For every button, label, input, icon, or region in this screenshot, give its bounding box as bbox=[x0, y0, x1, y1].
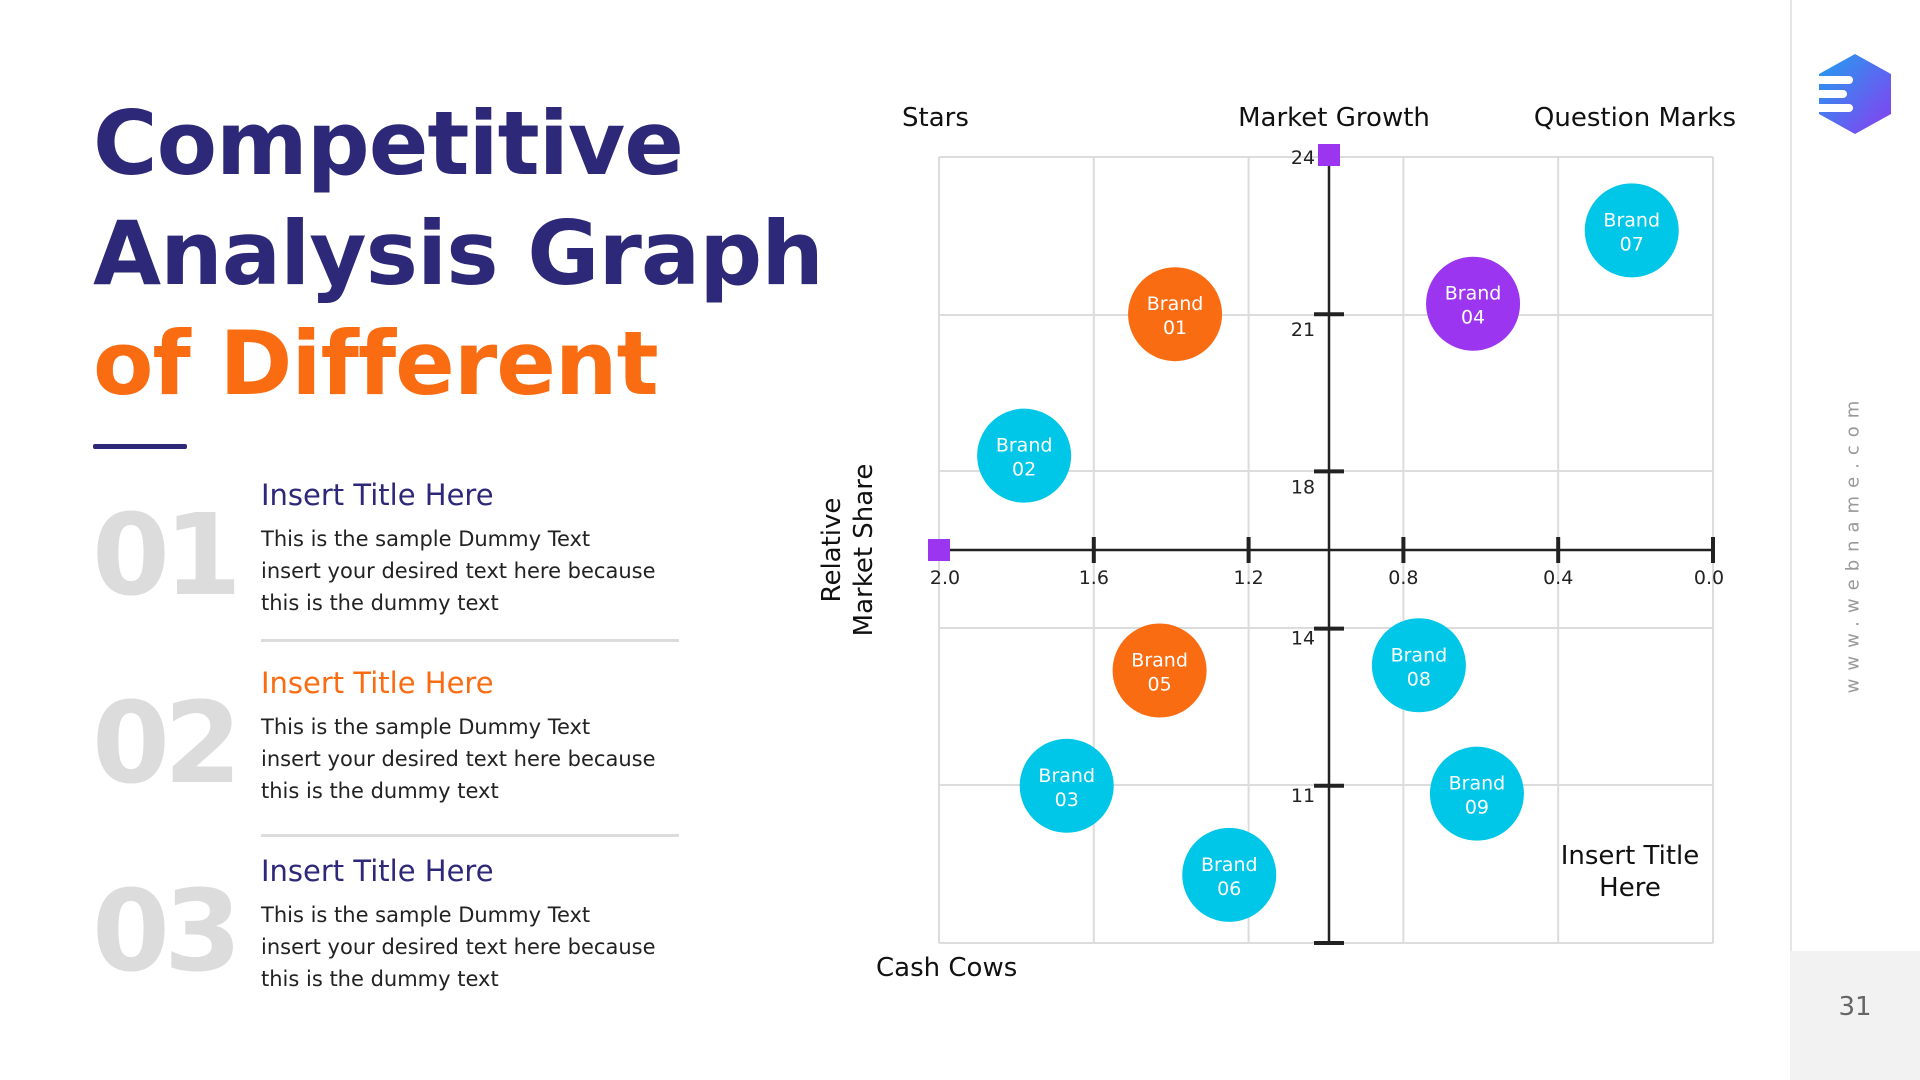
bubble-label: Brand bbox=[1201, 854, 1258, 876]
body-line: This is the sample Dummy Text bbox=[261, 715, 591, 739]
y-tick-label: 18 bbox=[1291, 476, 1315, 498]
item-body: This is the sample Dummy Text insert you… bbox=[261, 711, 701, 807]
bubble-brand-08 bbox=[1371, 618, 1466, 713]
logo-icon bbox=[1813, 54, 1891, 134]
bubble-number: 02 bbox=[1012, 459, 1036, 481]
x-tick-label: 1.2 bbox=[1233, 567, 1263, 589]
bubble-number: 07 bbox=[1620, 233, 1644, 255]
bubble-brand-06 bbox=[1182, 827, 1277, 922]
bubble-number: 05 bbox=[1147, 674, 1171, 696]
right-sidebar bbox=[1790, 0, 1920, 1080]
bubble-number: 04 bbox=[1461, 307, 1485, 329]
y-tick-label: 21 bbox=[1291, 319, 1315, 341]
axis-end-marker bbox=[928, 539, 950, 561]
quadrant-label-insert-title: Insert Title Here bbox=[1560, 841, 1700, 903]
item-body: This is the sample Dummy Text insert you… bbox=[261, 523, 701, 619]
title-underline bbox=[93, 444, 187, 449]
bubble-label: Brand bbox=[1391, 644, 1448, 666]
item-number: 01 bbox=[92, 491, 242, 621]
divider bbox=[261, 639, 679, 642]
body-line: insert your desired text here because bbox=[261, 935, 656, 959]
quadrant-label-stars: Stars bbox=[902, 103, 969, 133]
body-line: insert your desired text here because bbox=[261, 559, 656, 583]
body-line: this is the dummy text bbox=[261, 967, 499, 991]
bubble-number: 06 bbox=[1217, 878, 1241, 900]
bubble-number: 09 bbox=[1465, 797, 1489, 819]
divider bbox=[261, 834, 679, 837]
quadrant-label-question-marks: Question Marks bbox=[1533, 103, 1737, 133]
item-body: This is the sample Dummy Text insert you… bbox=[261, 899, 701, 995]
bubble-brand-03 bbox=[1019, 738, 1114, 833]
bubble-number: 08 bbox=[1407, 668, 1431, 690]
x-tick-label: 0.0 bbox=[1694, 567, 1724, 589]
bubble-label: Brand bbox=[996, 435, 1053, 457]
bubble-number: 01 bbox=[1163, 317, 1187, 339]
bubble-brand-09 bbox=[1429, 746, 1524, 841]
body-line: this is the dummy text bbox=[261, 591, 499, 615]
y-tick-label: 24 bbox=[1291, 147, 1315, 169]
title-line-2: Analysis Graph bbox=[93, 202, 824, 305]
item-title: Insert Title Here bbox=[261, 854, 494, 888]
bubble-label: Brand bbox=[1131, 650, 1188, 672]
bubble-label: Brand bbox=[1449, 773, 1506, 795]
body-line: this is the dummy text bbox=[261, 779, 499, 803]
item-title: Insert Title Here bbox=[261, 666, 494, 700]
website-text: www.webname.com bbox=[1842, 392, 1864, 694]
bubble-brand-07 bbox=[1584, 183, 1679, 278]
bubble-brand-04 bbox=[1426, 256, 1521, 351]
bubble-brand-01 bbox=[1128, 267, 1223, 362]
item-title: Insert Title Here bbox=[261, 478, 494, 512]
title-line-1: Competitive bbox=[93, 92, 684, 195]
x-tick-label: 0.8 bbox=[1388, 567, 1418, 589]
title-line-3: of Different bbox=[93, 312, 659, 415]
x-tick-label: 1.6 bbox=[1079, 567, 1109, 589]
body-line: This is the sample Dummy Text bbox=[261, 903, 591, 927]
y-tick-label: 14 bbox=[1291, 628, 1315, 650]
bubble-brand-02 bbox=[977, 408, 1072, 503]
bubble-label: Brand bbox=[1603, 209, 1660, 231]
item-number: 03 bbox=[92, 867, 242, 997]
quadrant-label-market-growth: Market Growth bbox=[1238, 103, 1430, 133]
quadrant-label-cash-cows: Cash Cows bbox=[876, 953, 1018, 983]
axis-end-marker bbox=[1318, 144, 1340, 166]
bubble-number: 03 bbox=[1055, 789, 1079, 811]
bubble-label: Brand bbox=[1147, 293, 1204, 315]
bubble-label: Brand bbox=[1038, 765, 1095, 787]
item-number: 02 bbox=[92, 679, 242, 809]
bubble-brand-05 bbox=[1112, 623, 1207, 718]
x-tick-label: 2.0 bbox=[930, 567, 960, 589]
x-tick-label: 0.4 bbox=[1543, 567, 1573, 589]
bubble-label: Brand bbox=[1445, 283, 1502, 305]
page-number-box bbox=[1790, 951, 1920, 1080]
page-number: 31 bbox=[1838, 992, 1872, 1022]
y-tick-label: 11 bbox=[1291, 785, 1315, 807]
body-line: This is the sample Dummy Text bbox=[261, 527, 591, 551]
body-line: insert your desired text here because bbox=[261, 747, 656, 771]
